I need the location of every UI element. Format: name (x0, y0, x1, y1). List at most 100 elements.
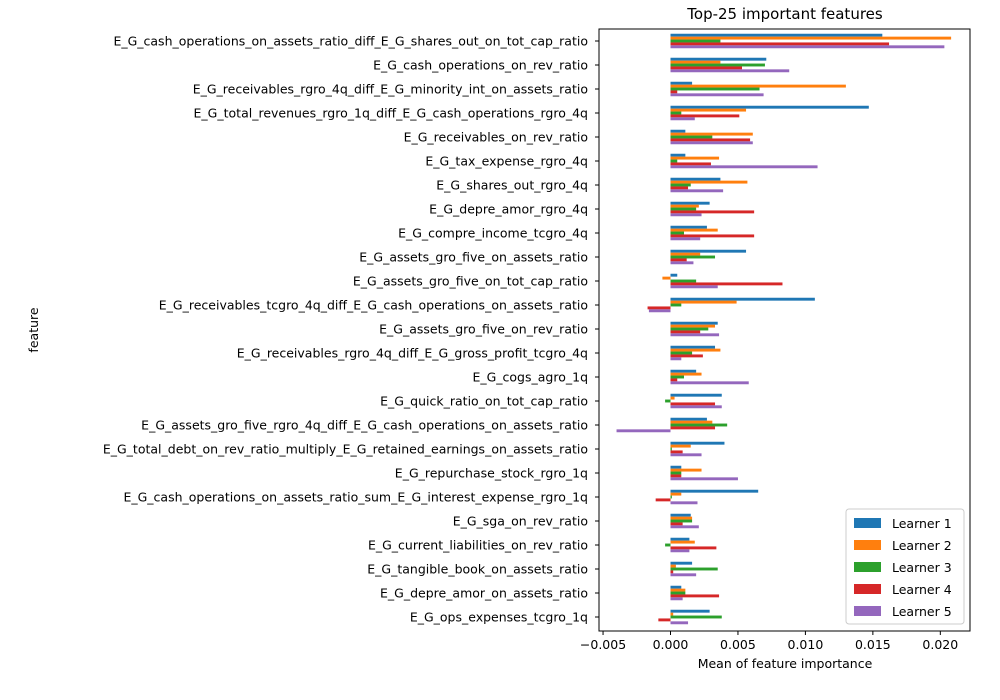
bar (670, 66, 743, 70)
bar (670, 465, 682, 469)
bar (670, 84, 846, 88)
y-tick-label: E_G_assets_gro_five_on_tot_cap_ratio (353, 274, 588, 289)
y-tick-label: E_G_assets_gro_five_rgro_4q_diff_E_G_cas… (141, 418, 588, 433)
legend-label: Learner 2 (892, 538, 952, 553)
legend: Learner 1 Learner 2 Learner 3 Learner 4 Lear… (845, 508, 965, 625)
bar (670, 609, 710, 613)
bar (670, 372, 702, 376)
bar (670, 564, 676, 568)
legend-label: Learner 3 (892, 560, 952, 575)
x-axis-ticks: −0.005 0.000 0.005 0.010 0.015 0.020 (580, 631, 958, 652)
bar (670, 249, 747, 253)
bar (670, 621, 689, 625)
bar (670, 321, 718, 325)
bar (670, 444, 691, 448)
bar (670, 93, 764, 97)
bar (670, 450, 683, 454)
bar (670, 138, 751, 142)
bar (670, 519, 693, 523)
bar (670, 441, 725, 445)
y-tick-label: E_G_repurchase_stock_rgro_1q (395, 466, 588, 481)
bar (670, 87, 760, 91)
bar (670, 207, 697, 211)
legend-label: Learner 1 (892, 516, 952, 531)
legend-label: Learner 5 (892, 604, 952, 619)
x-tick-label: 0.000 (653, 637, 689, 652)
bar (662, 276, 671, 280)
bar (670, 129, 686, 133)
bar (670, 489, 759, 493)
bar (670, 594, 720, 598)
y-tick-label: E_G_assets_gro_five_on_rev_ratio (379, 322, 588, 337)
bar (665, 399, 671, 403)
bar (670, 186, 689, 190)
bar (670, 405, 722, 409)
x-tick-label: 0.005 (720, 637, 756, 652)
bar (670, 132, 753, 136)
bar (670, 573, 697, 577)
y-axis-label: feature (26, 307, 41, 352)
bar (616, 429, 671, 433)
legend-swatch (854, 606, 881, 616)
bar (670, 162, 711, 166)
bar (670, 381, 749, 385)
bar (670, 492, 682, 496)
bar (670, 279, 697, 283)
y-axis-ticks: E_G_cash_operations_on_assets_ratio_diff… (103, 34, 599, 625)
bar (670, 354, 703, 358)
bar (670, 177, 721, 181)
bar (670, 273, 678, 277)
bar (670, 255, 716, 259)
bar (670, 60, 721, 64)
bar (670, 591, 686, 595)
y-tick-label: E_G_tangible_book_on_assets_ratio (367, 562, 588, 577)
y-tick-label: E_G_receivables_tcgro_4q_diff_E_G_cash_o… (159, 298, 588, 313)
y-tick-label: E_G_depre_amor_rgro_4q (429, 202, 588, 217)
bar (670, 525, 699, 529)
bar (670, 282, 783, 286)
bar (670, 90, 678, 94)
bar (670, 369, 697, 373)
bar (670, 45, 945, 49)
plot-frame (598, 28, 971, 632)
legend-label: Learner 4 (892, 582, 952, 597)
bar (670, 33, 883, 37)
bar (670, 495, 672, 499)
bar (670, 423, 728, 427)
bar (670, 228, 718, 232)
bar (670, 567, 718, 571)
bar (670, 513, 691, 517)
bar (647, 306, 671, 310)
bar (670, 357, 682, 361)
bar (670, 570, 674, 574)
bar (670, 516, 693, 520)
y-tick-label: E_G_tax_expense_rgro_4q (425, 154, 588, 169)
bar (670, 537, 690, 541)
x-axis-label: Mean of feature importance (698, 656, 873, 671)
y-tick-label: E_G_ops_expenses_tcgro_1q (410, 610, 588, 625)
bar (670, 135, 713, 139)
bar (670, 183, 691, 187)
bar (670, 111, 682, 115)
bar (670, 237, 701, 241)
bar (670, 453, 702, 457)
bar (670, 39, 721, 43)
bar (670, 231, 684, 235)
bar (670, 285, 718, 289)
bar (670, 420, 713, 424)
y-tick-label: E_G_cash_operations_on_assets_ratio_sum_… (123, 490, 588, 505)
bar (670, 585, 682, 589)
bar (670, 540, 695, 544)
bar (670, 477, 738, 481)
x-tick-label: 0.015 (855, 637, 891, 652)
y-tick-label: E_G_receivables_rgro_4q_diff_E_G_gross_p… (237, 346, 588, 361)
bar (670, 297, 815, 301)
bar (670, 57, 767, 61)
bars-layer (616, 33, 952, 625)
bar (670, 327, 709, 331)
bar (670, 549, 690, 553)
bar (670, 201, 710, 205)
bar (670, 108, 747, 112)
x-tick-label: 0.010 (788, 637, 824, 652)
bar (648, 309, 671, 313)
